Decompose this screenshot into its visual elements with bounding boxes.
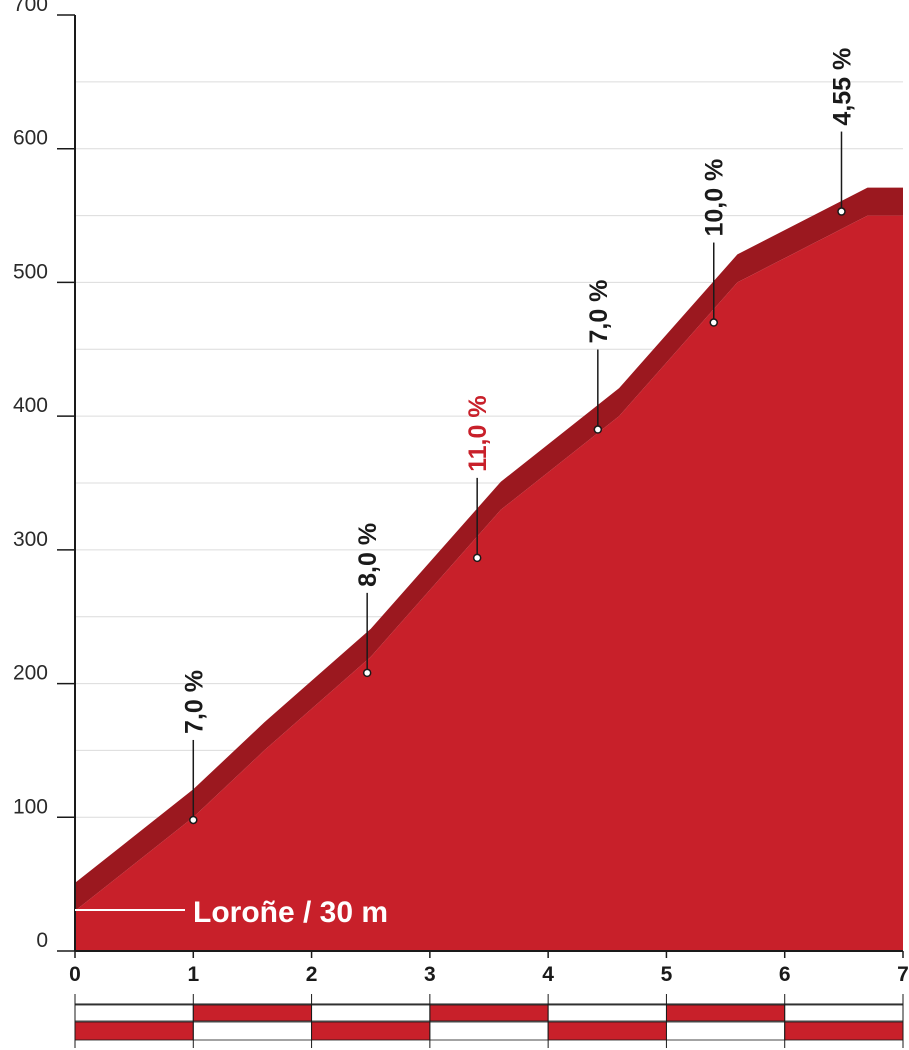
start-label-group: Loroñe / 30 m [75,896,388,929]
grade-label: 7,0 % [585,280,613,344]
km-block [547,1004,667,1022]
km-strip [74,994,904,1048]
x-tick-label: 1 [187,963,199,986]
grade-label: 8,0 % [354,523,382,587]
km-block [192,1004,312,1022]
y-tick-label: 600 [13,127,48,150]
grade-point [837,207,846,216]
km-block [547,1021,667,1041]
km-block [311,1021,431,1041]
y-tick-label: 200 [13,662,48,685]
y-tick-label: 0 [36,929,48,952]
km-block [74,1021,194,1041]
km-block [666,1021,786,1041]
profile-area [75,187,903,952]
x-tick-label: 3 [424,963,436,986]
x-tick-label: 4 [542,963,554,986]
km-block [784,1004,904,1022]
y-axis-ticks: 0 100 200 300 400 500 600 700 [13,0,75,952]
profile-band [75,187,903,911]
y-tick-label: 100 [13,795,48,818]
x-tick-label: 5 [661,963,673,986]
x-tick-label: 0 [69,963,81,986]
y-tick-label: 500 [13,260,48,283]
start-label: Loroñe / 30 m [193,896,388,929]
x-tick-label: 2 [306,963,318,986]
km-block [666,1004,786,1022]
grade-point [593,425,603,434]
grade-point [362,668,372,678]
y-tick-label: 300 [13,528,48,551]
profile-fill [75,215,903,952]
grade-label: 7,0 % [180,670,208,734]
axes [74,15,903,952]
grade-point [709,318,718,327]
km-block [429,1004,549,1022]
km-block [74,1004,194,1022]
x-tick-label: 7 [897,963,909,986]
y-tick-label: 700 [13,0,48,16]
y-tick-label: 400 [13,394,48,417]
km-block [311,1004,431,1022]
km-block [192,1021,312,1041]
grade-point [189,815,198,825]
x-tick-label: 6 [779,963,791,986]
grade-label: 10,0 % [701,159,729,237]
grade-annotations: 7,0 % 8,0 % 11,0 % 7,0 % 10,0 % 4,55 % [180,48,856,825]
grade-label: 11,0 % [464,395,492,471]
grade-point [472,553,482,563]
km-block [429,1021,549,1041]
km-block [784,1021,904,1041]
x-axis-ticks: 0 1 2 3 4 5 6 7 [69,951,909,986]
grade-label: 4,55 % [828,48,856,126]
